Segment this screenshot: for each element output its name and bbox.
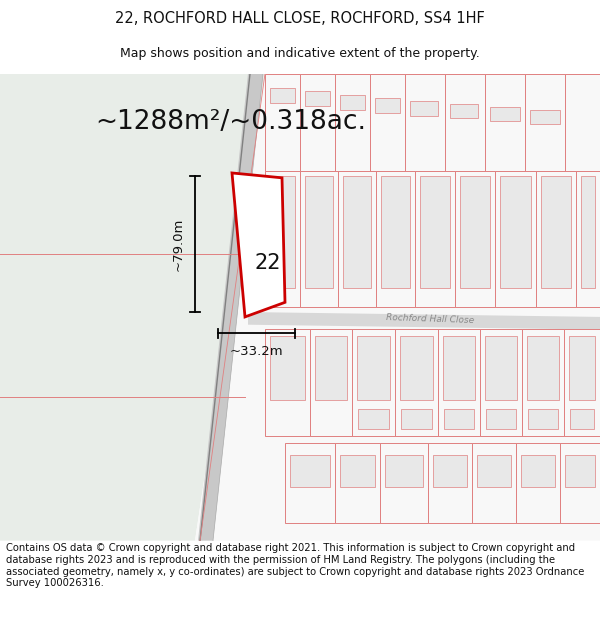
Polygon shape [410,101,438,116]
Polygon shape [444,409,474,429]
Polygon shape [381,176,410,288]
Polygon shape [270,176,295,288]
Polygon shape [581,176,595,288]
Polygon shape [527,336,559,399]
Polygon shape [420,176,450,288]
Polygon shape [500,176,531,288]
Polygon shape [433,455,467,487]
Polygon shape [522,329,564,436]
Polygon shape [460,176,490,288]
Polygon shape [565,455,595,487]
Polygon shape [198,74,263,541]
Polygon shape [400,336,433,399]
Polygon shape [343,176,371,288]
Text: ~79.0m: ~79.0m [172,217,185,271]
Polygon shape [521,455,555,487]
Polygon shape [450,104,478,119]
Polygon shape [370,74,405,171]
Polygon shape [525,74,565,171]
Polygon shape [270,88,295,103]
Polygon shape [285,443,335,523]
Polygon shape [375,98,400,112]
Polygon shape [564,329,600,436]
Polygon shape [352,329,395,436]
Text: ~1288m²/~0.318ac.: ~1288m²/~0.318ac. [95,109,366,136]
Polygon shape [438,329,480,436]
Polygon shape [485,336,517,399]
Polygon shape [443,336,475,399]
Polygon shape [315,336,347,399]
Polygon shape [265,74,300,171]
Polygon shape [570,409,594,429]
Polygon shape [541,176,571,288]
Polygon shape [477,455,511,487]
Polygon shape [357,336,390,399]
Polygon shape [265,329,310,436]
Polygon shape [305,176,333,288]
Polygon shape [401,409,432,429]
Polygon shape [480,329,522,436]
Polygon shape [528,409,558,429]
Polygon shape [569,336,595,399]
Polygon shape [385,455,423,487]
Polygon shape [195,74,600,541]
Polygon shape [395,329,438,436]
Polygon shape [565,74,600,171]
Polygon shape [232,173,285,317]
Polygon shape [495,171,536,307]
Text: Map shows position and indicative extent of the property.: Map shows position and indicative extent… [120,47,480,59]
Polygon shape [560,443,600,523]
Polygon shape [486,409,516,429]
Text: 22: 22 [255,253,281,273]
Polygon shape [248,312,600,329]
Polygon shape [340,95,365,110]
Polygon shape [472,443,516,523]
Polygon shape [265,171,300,307]
Polygon shape [270,336,305,399]
Text: 22, ROCHFORD HALL CLOSE, ROCHFORD, SS4 1HF: 22, ROCHFORD HALL CLOSE, ROCHFORD, SS4 1… [115,11,485,26]
Polygon shape [300,171,338,307]
Polygon shape [300,74,335,171]
Polygon shape [338,171,376,307]
Polygon shape [516,443,560,523]
Text: Rochford Hall Close: Rochford Hall Close [386,313,474,325]
Polygon shape [530,110,560,124]
Polygon shape [0,74,265,541]
Polygon shape [576,171,600,307]
Polygon shape [428,443,472,523]
Polygon shape [335,443,380,523]
Polygon shape [415,171,455,307]
Polygon shape [335,74,370,171]
Polygon shape [290,455,330,487]
Polygon shape [455,171,495,307]
Polygon shape [376,171,415,307]
Polygon shape [310,329,352,436]
Polygon shape [445,74,485,171]
Polygon shape [485,74,525,171]
Text: Contains OS data © Crown copyright and database right 2021. This information is : Contains OS data © Crown copyright and d… [6,544,584,588]
Polygon shape [536,171,576,307]
Polygon shape [405,74,445,171]
Text: ~33.2m: ~33.2m [230,345,283,358]
Polygon shape [490,107,520,121]
Polygon shape [380,443,428,523]
Polygon shape [305,91,330,106]
Polygon shape [340,455,375,487]
Polygon shape [358,409,389,429]
